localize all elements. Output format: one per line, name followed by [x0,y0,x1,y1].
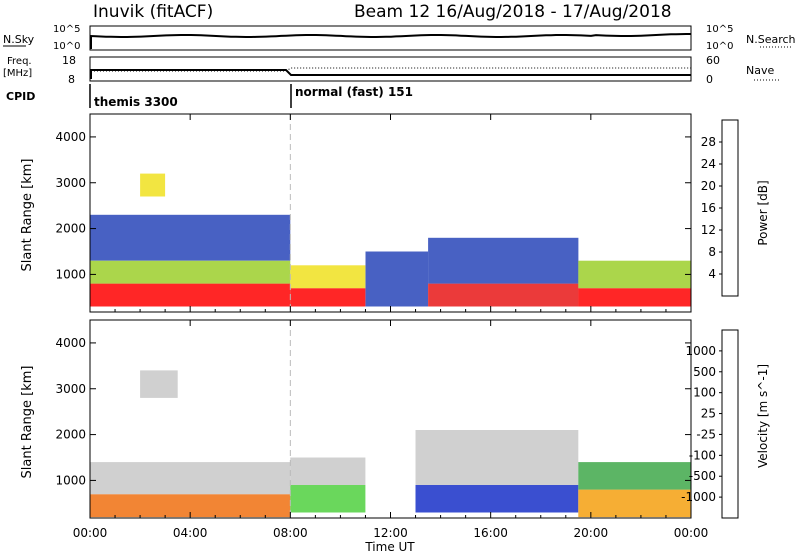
freq-series [90,69,691,79]
power-ylabel: Slant Range [km] [20,159,35,272]
nsky-tick-top: 10^5 [53,24,80,35]
scatter-region [290,485,366,513]
scatter-region [90,260,291,284]
colorbar-tick-label: 100 [693,386,716,400]
y-tick-label: 3000 [55,176,86,190]
scatter-region [90,283,291,307]
scatter-region [290,457,366,485]
time-xlabel: Time UT [364,540,415,554]
freq-tick-bottom: 8 [68,73,75,86]
colorbar-tick-label: -100 [689,448,716,462]
beam-info: Beam 12 16/Aug/2018 - 17/Aug/2018 [354,2,672,22]
scatter-region [365,251,429,307]
cpid-row: CPID themis 3300 normal (fast) 151 [6,84,413,109]
scatter-region [90,462,291,495]
scatter-region [415,430,579,485]
x-tick-label: 12:00 [373,526,408,540]
freq-tick-top: 18 [62,54,76,67]
y-tick-label: 4000 [55,130,86,144]
scatter-region [415,485,579,513]
colorbar-tick-label: 500 [693,365,716,379]
x-tick-label: 04:00 [173,526,208,540]
scatter-region [290,265,366,289]
scatter-region [578,288,691,307]
colorbar-tick-label: 20 [701,179,716,193]
nave-series [91,67,691,72]
nsky-series [90,33,691,49]
power-colorbar-label: Power [dB] [756,180,770,245]
nsky-right-tick-top: 10^5 [706,24,733,35]
nave-tick-bottom: 0 [706,73,713,86]
freq-panel: Freq. [MHz] 18 8 60 0 Nave [3,54,780,86]
y-tick-label: 4000 [55,336,86,350]
colorbar-frame [721,119,739,297]
colorbar-tick-label: -500 [689,469,716,483]
scatter-region [578,260,691,289]
cpid-mode-2: normal (fast) 151 [295,85,413,99]
scatter-region [140,173,166,197]
scatter-region [140,370,178,398]
x-tick-label: 20:00 [574,526,609,540]
colorbar-tick-label: -25 [696,427,716,441]
freq-label: Freq. [7,56,32,67]
nave-label: Nave [746,64,774,77]
cpid-label: CPID [6,90,35,103]
x-tick-label: 16:00 [473,526,508,540]
colorbar-tick-label: 4 [708,267,716,281]
colorbar-frame [721,329,739,519]
y-tick-label: 2000 [55,428,86,442]
nsky-panel: N.Sky 10^5 10^0 10^5 10^0 N.Search [3,24,796,52]
colorbar-tick-label: 28 [701,135,716,149]
y-tick-label: 1000 [55,267,86,281]
freq-unit: [MHz] [3,68,32,79]
velocity-ylabel: Slant Range [km] [20,366,35,479]
colorbar-tick-label: -1000 [681,490,716,504]
nsky-tick-bottom: 10^0 [53,41,80,52]
scatter-region [290,288,366,307]
y-tick-label: 2000 [55,222,86,236]
nsky-label: N.Sky [3,33,35,46]
velocity-colorbar-label: Velocity [m s^-1] [756,364,770,468]
scatter-region [578,489,691,518]
scatter-region [90,494,291,518]
scatter-region [428,283,579,307]
station-title: Inuvik (fitACF) [93,2,213,22]
velocity-panel: 1000 2000 3000 4000 1000 500 100 25 -25 -100 -500 -… [55,319,739,519]
y-tick-label: 3000 [55,382,86,396]
scatter-region [428,237,579,284]
colorbar-tick-label: 24 [701,157,716,171]
colorbar-tick-label: 12 [701,223,716,237]
power-panel: 1000 2000 3000 4000 4 8 12 16 20 24 28 [55,113,739,313]
colorbar-tick-label: 8 [708,245,716,259]
scatter-region [90,214,291,261]
y-tick-label: 1000 [55,473,86,487]
nave-tick-top: 60 [706,54,720,67]
colorbar-tick-label: 16 [701,201,716,215]
colorbar-tick-label: 25 [701,407,716,421]
x-tick-label: 08:00 [273,526,308,540]
nsearch-label: N.Search [746,33,796,46]
x-tick-label: 00:00 [674,526,709,540]
nsky-right-tick-bottom: 10^0 [706,41,733,52]
cpid-mode-1: themis 3300 [94,95,178,109]
colorbar-tick-label: 1000 [685,344,716,358]
scatter-region [578,462,691,490]
x-tick-label: 00:00 [73,526,108,540]
